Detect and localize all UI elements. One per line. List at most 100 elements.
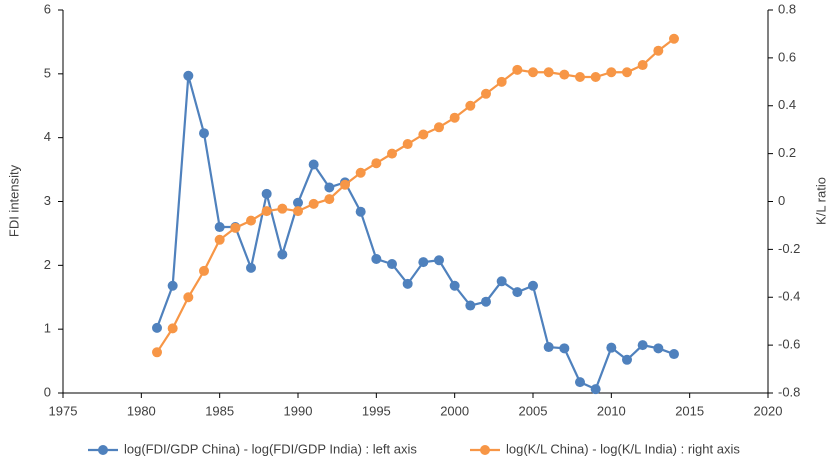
data-point: [543, 67, 554, 78]
data-point: [481, 296, 491, 307]
data-point: [277, 249, 288, 260]
data-point: [167, 323, 178, 334]
data-point: [512, 287, 523, 298]
data-point: [371, 158, 382, 169]
y2-tick-label: 0.4: [778, 97, 796, 112]
data-point: [669, 349, 679, 360]
data-point: [559, 343, 570, 354]
data-point: [355, 206, 366, 217]
data-point: [418, 129, 429, 140]
data-point: [622, 354, 632, 365]
data-point: [199, 265, 209, 276]
data-point: [622, 67, 632, 78]
y2-axis-title: K/L ratio: [813, 177, 828, 225]
y-axis-title: FDI intensity: [6, 164, 21, 237]
data-point: [387, 259, 397, 270]
x-tick-label: 1995: [362, 403, 391, 418]
data-point: [559, 69, 570, 80]
data-point: [637, 340, 648, 351]
data-point: [606, 342, 617, 353]
data-point: [293, 197, 303, 208]
data-point: [434, 122, 444, 133]
data-point: [261, 188, 272, 199]
data-point: [496, 76, 507, 87]
data-point: [449, 112, 460, 123]
data-point: [340, 179, 350, 190]
data-point: [528, 67, 538, 78]
data-point: [324, 182, 335, 193]
data-point: [152, 347, 162, 358]
data-point: [418, 257, 429, 268]
data-point: [261, 206, 272, 217]
y2-tick-label: 0.2: [778, 145, 796, 160]
series-line: [156, 37, 675, 353]
y2-tick-label: -0.4: [778, 289, 800, 304]
data-point: [402, 139, 413, 150]
data-point: [167, 280, 178, 291]
data-point: [214, 234, 225, 245]
data-point: [606, 67, 617, 78]
x-tick-label: 2020: [754, 403, 783, 418]
y-tick-label: 1: [44, 321, 51, 336]
y2-tick-label: 0.8: [778, 1, 796, 16]
data-point: [183, 70, 194, 81]
data-point: [277, 203, 288, 214]
y-tick-label: 5: [44, 65, 51, 80]
x-tick-label: 2000: [440, 403, 469, 418]
x-tick-label: 1975: [49, 403, 78, 418]
y-tick-label: 6: [44, 1, 51, 16]
y-tick-label: 0: [44, 384, 51, 399]
data-point: [575, 72, 585, 83]
data-point: [308, 159, 319, 170]
data-point: [199, 128, 209, 139]
data-point: [308, 198, 319, 209]
y2-tick-label: 0.6: [778, 49, 796, 64]
data-point: [324, 194, 335, 205]
data-point: [371, 253, 382, 264]
data-point: [465, 100, 476, 111]
legend-swatch-marker: [480, 445, 490, 455]
legend-swatch-marker: [98, 445, 108, 455]
data-point: [543, 342, 554, 353]
data-point: [355, 167, 366, 178]
data-point: [246, 262, 256, 273]
legend-label: log(FDI/GDP China) - log(FDI/GDP India) …: [124, 441, 417, 456]
x-tick-label: 1980: [127, 403, 156, 418]
y2-tick-label: -0.8: [778, 384, 800, 399]
data-point: [214, 222, 225, 233]
data-point: [246, 215, 256, 226]
x-tick-label: 1990: [284, 403, 313, 418]
data-point: [653, 45, 664, 56]
data-point: [230, 222, 241, 233]
y-tick-label: 2: [44, 257, 51, 272]
legend-label: log(K/L China) - log(K/L India) : right …: [506, 441, 740, 456]
x-tick-label: 1985: [205, 403, 234, 418]
y-tick-label: 4: [44, 129, 51, 144]
data-point: [512, 64, 523, 75]
data-point: [481, 88, 491, 99]
y2-tick-label: 0: [778, 193, 785, 208]
data-point: [293, 206, 303, 217]
data-point: [449, 280, 460, 291]
y-tick-label: 3: [44, 193, 51, 208]
data-point: [183, 292, 194, 303]
data-point: [152, 322, 162, 333]
x-tick-label: 2010: [597, 403, 626, 418]
data-point: [402, 278, 413, 289]
data-point: [637, 60, 648, 71]
data-point: [669, 33, 679, 44]
data-point: [496, 276, 507, 287]
data-point: [575, 377, 585, 388]
series-line: [155, 75, 675, 391]
data-point: [434, 255, 444, 266]
data-point: [465, 300, 476, 311]
data-point: [387, 148, 397, 159]
data-point: [590, 384, 601, 395]
x-tick-label: 2005: [519, 403, 548, 418]
y2-tick-label: -0.2: [778, 241, 800, 256]
x-tick-label: 2015: [675, 403, 704, 418]
data-point: [590, 72, 601, 83]
data-point: [653, 343, 664, 354]
y2-tick-label: -0.6: [778, 337, 800, 352]
